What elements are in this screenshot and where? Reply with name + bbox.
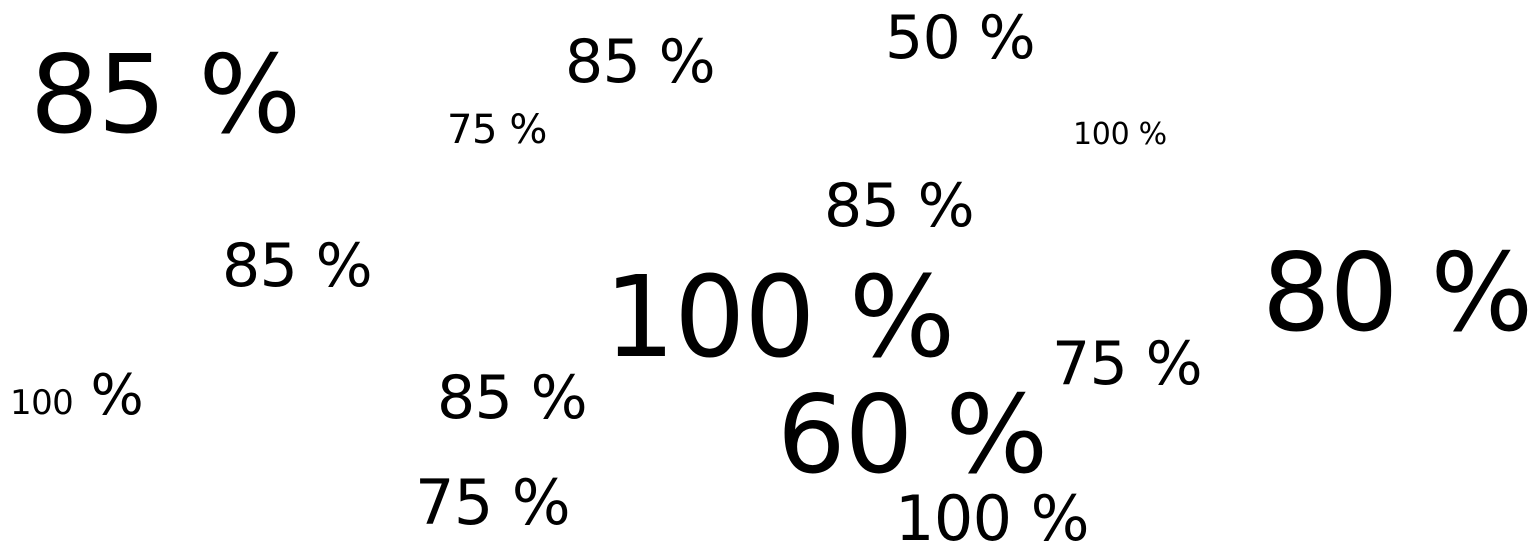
word-100-percent-mixed: 100 %: [10, 368, 144, 424]
word-50-percent: 50 %: [885, 3, 1036, 73]
word-75-percent: 75 %: [1052, 329, 1203, 399]
word-85-percent: 85 %: [222, 231, 373, 301]
word-75-percent-small: 75 %: [447, 107, 548, 153]
word-100-percent-large: 100 %: [604, 253, 955, 383]
word-85-percent-large: 85 %: [30, 33, 301, 158]
word-100-percent: 100 %: [895, 482, 1089, 555]
word-85-percent: 85 %: [565, 27, 716, 97]
word-85-percent: 85 %: [437, 363, 588, 433]
word-80-percent-large: 80 %: [1262, 231, 1533, 356]
word-100-number: 100: [10, 383, 74, 423]
word-85-percent: 85 %: [824, 171, 975, 241]
word-percent-sign: %: [90, 363, 144, 428]
word-75-percent: 75 %: [415, 466, 571, 539]
word-60-percent-large: 60 %: [777, 373, 1048, 498]
word-100-percent-small: 100 %: [1073, 117, 1167, 152]
